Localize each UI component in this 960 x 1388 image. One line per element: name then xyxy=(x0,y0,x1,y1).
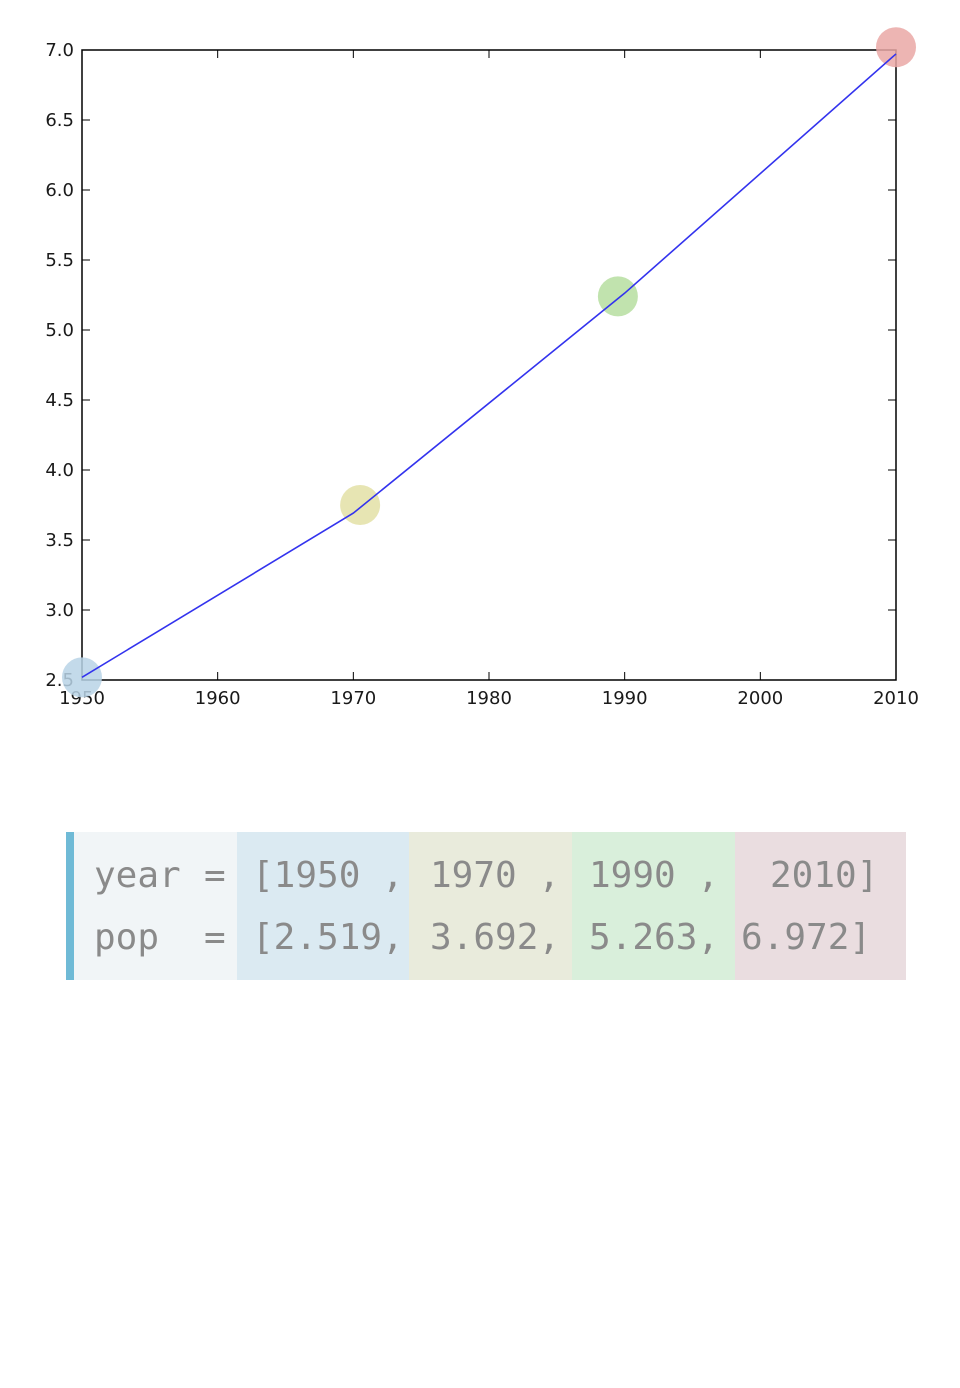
code-eq: = xyxy=(204,917,226,958)
code-band-names xyxy=(74,832,237,980)
series-line xyxy=(81,53,897,679)
code-band-2010 xyxy=(735,832,906,980)
code-pop-1950: [2.519, xyxy=(252,917,404,958)
y-tick-label: 3.0 xyxy=(45,600,74,621)
population-chart: 1950 1960 1970 1980 1990 2000 20102.53.03.54.0… xyxy=(45,27,919,709)
y-tick-label: 5.0 xyxy=(45,320,74,341)
highlight-marker xyxy=(876,27,916,68)
y-tick-label: 3.5 xyxy=(45,530,74,551)
code-pop-2010: 6.972] xyxy=(741,917,872,958)
plot-frame xyxy=(81,49,897,681)
code-year-1970: 1970 , xyxy=(430,855,561,896)
x-tick-label: 2010 xyxy=(873,688,919,709)
highlight-marker xyxy=(340,485,381,525)
y-tick-label: 5.5 xyxy=(45,250,74,271)
x-tick-label: 1990 xyxy=(602,688,648,709)
y-tick-label: 7.0 xyxy=(45,40,74,61)
code-band-1970 xyxy=(409,832,572,980)
code-row-year: year = [1950 , 1970 , 1990 , 2010] xyxy=(74,846,878,906)
y-tick-label: 4.0 xyxy=(45,460,74,481)
y-tick-label: 6.0 xyxy=(45,180,74,201)
code-pop-1990: 5.263, xyxy=(589,917,720,958)
code-pop-1970: 3.692, xyxy=(430,917,561,958)
plot-area: 1950 1960 1970 1980 1990 2000 20102.53.03.54.0… xyxy=(45,27,919,709)
code-var-year: year xyxy=(94,855,181,896)
x-tick-label: 1960 xyxy=(195,688,241,709)
code-block: year = [1950 , 1970 , 1990 , 2010] pop =… xyxy=(66,832,906,980)
x-tick-label: 2000 xyxy=(737,688,783,709)
code-year-1950: [1950 , xyxy=(252,855,404,896)
x-tick-label: 1970 xyxy=(330,688,376,709)
code-band-1990 xyxy=(572,832,735,980)
code-var-pop: pop xyxy=(94,917,160,958)
code-row-pop: pop = [2.519, 3.692, 5.263, 6.972] xyxy=(74,908,871,968)
code-year-2010: 2010] xyxy=(770,855,879,896)
y-tick-label: 6.5 xyxy=(45,110,74,131)
code-year-1990: 1990 , xyxy=(589,855,720,896)
code-band-1950 xyxy=(237,832,409,980)
y-tick-label: 4.5 xyxy=(45,390,74,411)
code-eq: = xyxy=(204,855,226,896)
x-tick-label: 1980 xyxy=(466,688,512,709)
